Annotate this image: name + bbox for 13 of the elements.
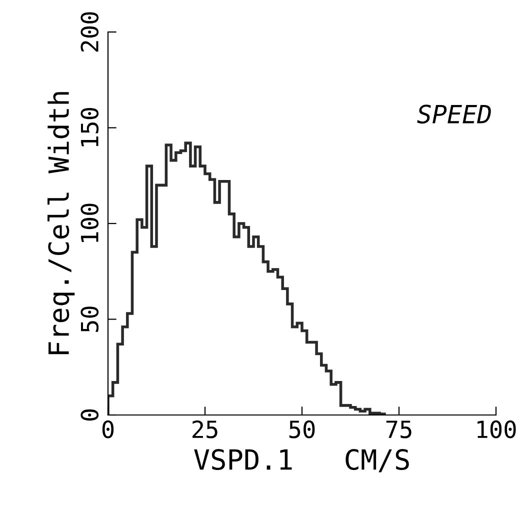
annotation: SPEED (417, 104, 491, 124)
y-axis-title: Freq./Cell Width (48, 92, 75, 354)
x-tick-label: 50 (289, 420, 315, 438)
x-tick-label: 25 (192, 420, 218, 438)
x-tick-label: 100 (478, 420, 516, 438)
x-tick-label: 75 (386, 420, 412, 438)
y-tick-label: 200 (80, 12, 99, 52)
x-tick-label: 0 (102, 420, 114, 438)
y-tick-label: 150 (80, 108, 99, 146)
y-tick-label: 100 (80, 204, 99, 242)
x-axis-title: VSPD.1 CM/S (194, 449, 409, 472)
y-tick-label: 0 (80, 409, 99, 421)
y-tick-label: 50 (80, 306, 99, 332)
